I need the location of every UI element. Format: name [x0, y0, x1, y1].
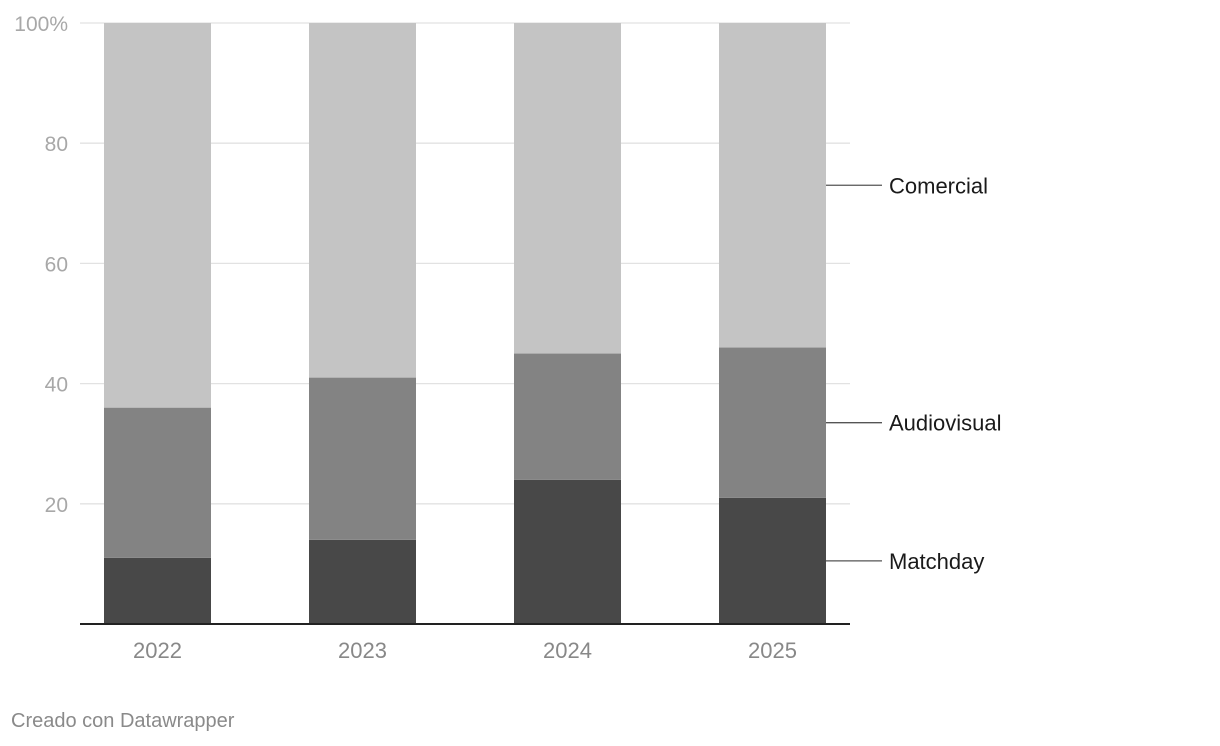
- bar-segment-audiovisual-2024: [514, 353, 621, 480]
- credit-text: Creado con Datawrapper: [11, 710, 235, 732]
- bar-segment-audiovisual-2025: [719, 347, 826, 498]
- bar-segment-comercial-2022: [104, 23, 211, 408]
- bar-segment-matchday-2024: [514, 479, 621, 624]
- x-tick-label: 2022: [133, 638, 182, 663]
- y-tick-label: 80: [45, 133, 68, 156]
- bar-segment-comercial-2025: [719, 23, 826, 348]
- series-label-comercial: Comercial: [889, 173, 988, 198]
- y-tick-label: 60: [45, 253, 68, 276]
- y-tick-label: 100%: [14, 13, 68, 36]
- x-tick-label: 2023: [338, 638, 387, 663]
- series-label-matchday: Matchday: [889, 549, 984, 574]
- x-tick-label: 2025: [748, 638, 797, 663]
- y-tick-label: 40: [45, 374, 68, 397]
- series-labels: Matchday Audiovisual Comercial: [826, 173, 1002, 574]
- bar-segment-matchday-2023: [309, 539, 416, 624]
- bars: [104, 23, 826, 624]
- bar-segment-matchday-2025: [719, 497, 826, 624]
- bar-segment-audiovisual-2022: [104, 407, 211, 558]
- bar-segment-matchday-2022: [104, 557, 211, 624]
- axes: 2022 2023 2024 2025: [80, 623, 850, 663]
- x-tick-label: 2024: [543, 638, 592, 663]
- bar-segment-comercial-2024: [514, 23, 621, 354]
- bar-segment-comercial-2023: [309, 23, 416, 378]
- stacked-bar-chart: 20 40 60 80 100% 2022 2023 2024 2025 Matchday Au…: [14, 13, 1002, 663]
- y-tick-label: 20: [45, 494, 68, 517]
- series-label-audiovisual: Audiovisual: [889, 411, 1002, 436]
- bar-segment-audiovisual-2023: [309, 377, 416, 540]
